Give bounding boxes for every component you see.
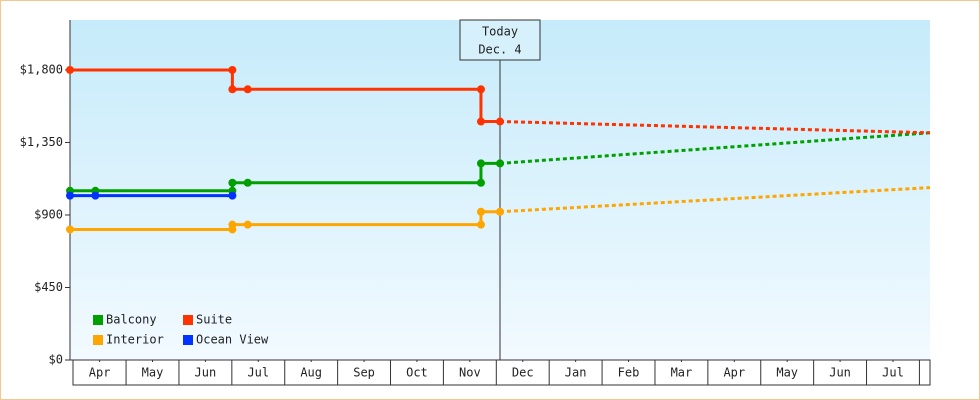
legend-label: Balcony [106,313,157,327]
legend-label: Interior [106,333,164,347]
today-box [459,19,541,61]
x-tick-label: Jun [195,366,217,380]
y-tick-label: $900 [34,207,63,221]
forecast-line [499,120,931,135]
forecast-line [499,186,931,214]
price-point [476,207,485,216]
x-tick-label: May [142,366,164,380]
price-point [228,178,237,187]
legend-swatch [93,335,103,345]
price-point [66,65,74,74]
y-tick-label: $1,350 [20,135,63,149]
forecast-line [499,131,931,165]
price-point [66,191,74,200]
y-tick-label: $1,800 [20,62,63,76]
today-label: Today [482,25,518,39]
price-point [66,225,74,234]
today-date: Dec. 4 [478,43,521,57]
price-point [476,85,485,94]
x-tick-label: May [776,366,798,380]
price-point [496,207,504,216]
legend-label: Suite [196,313,232,327]
price-point [243,220,252,229]
price-point [476,220,485,229]
legend-swatch [183,315,193,325]
price-point [243,178,252,187]
price-point [243,85,252,94]
x-tick-label: Nov [459,366,481,380]
legend-label: Ocean View [196,333,269,347]
price-point [228,191,237,200]
y-tick-label: $0 [49,353,63,367]
price-point [496,159,504,168]
x-tick-label: Jul [247,366,269,380]
price-point [496,117,504,126]
price-point [476,117,485,126]
x-tick-label: Jun [829,366,851,380]
x-tick-label: Oct [406,366,428,380]
price-point [91,191,100,200]
x-axis-band [72,359,931,386]
x-tick-label: Jan [565,366,587,380]
price-point [228,65,237,74]
x-tick-label: Sep [353,366,375,380]
price-point [228,85,237,94]
x-tick-label: Mar [671,366,693,380]
legend-swatch [93,315,103,325]
price-point [476,159,485,168]
x-tick-label: Apr [723,366,745,380]
price-point [228,220,237,229]
legend-swatch [183,335,193,345]
x-tick-label: Feb [618,366,640,380]
x-tick-label: Dec [512,366,534,380]
x-tick-label: Jul [882,366,904,380]
x-tick-label: Aug [300,366,322,380]
x-tick-label: Apr [89,366,111,380]
y-tick-label: $450 [34,280,63,294]
price-point [476,178,485,187]
